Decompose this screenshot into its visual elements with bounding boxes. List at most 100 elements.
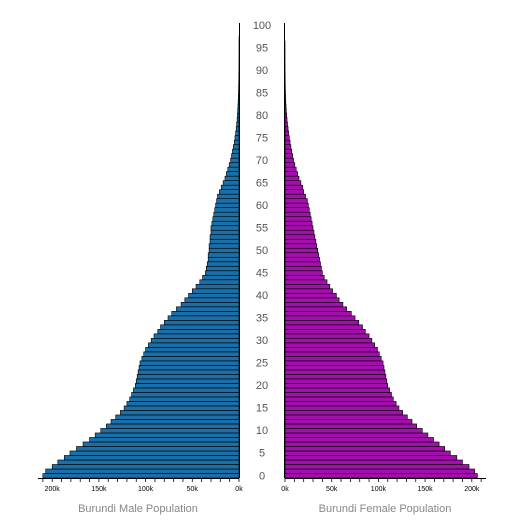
age-label: 60 xyxy=(256,200,268,212)
female-bar xyxy=(284,234,316,240)
male-bar xyxy=(215,202,240,208)
male-bar xyxy=(137,369,240,375)
female-bar xyxy=(284,455,458,461)
age-label: 55 xyxy=(256,222,268,234)
male-x-tick-label: 100k xyxy=(138,486,154,493)
age-label: 10 xyxy=(256,425,268,437)
male-bar xyxy=(136,374,240,380)
female-x-tick-label: 50k xyxy=(326,486,338,493)
female-bar xyxy=(284,243,318,249)
female-bar xyxy=(284,459,463,465)
female-bar xyxy=(284,446,446,452)
male-bar xyxy=(143,351,240,357)
age-label: 80 xyxy=(256,110,268,122)
female-bar xyxy=(284,121,288,127)
male-bar xyxy=(129,396,240,402)
female-bar xyxy=(284,292,337,299)
male-bar xyxy=(211,220,240,227)
female-bar xyxy=(284,171,298,177)
female-bar xyxy=(284,202,309,208)
female-bar xyxy=(284,238,317,245)
female-x-tick-label: 100k xyxy=(371,486,387,493)
male-bar xyxy=(120,410,240,416)
male-bar xyxy=(45,468,240,474)
female-bar xyxy=(284,252,319,258)
male-x-tick-label: 50k xyxy=(187,486,199,493)
female-x-tick-label: 200k xyxy=(464,486,480,493)
female-bar xyxy=(284,193,306,199)
female-bar xyxy=(284,401,397,407)
age-label: 15 xyxy=(256,403,268,415)
female-bar xyxy=(284,365,385,371)
female-bar xyxy=(284,356,382,362)
female-bar xyxy=(284,99,287,105)
female-x-tick-label: 0k xyxy=(281,486,289,493)
male-bar xyxy=(89,437,240,443)
male-bar xyxy=(237,99,240,105)
age-label: 50 xyxy=(256,245,268,257)
male-bar xyxy=(192,288,240,294)
male-bar xyxy=(131,392,240,398)
female-bar xyxy=(284,324,363,330)
female-bar xyxy=(284,347,378,353)
male-bar xyxy=(228,162,240,168)
female-axis-ticks: 0k 50k 100k 150k 200k xyxy=(281,478,482,493)
age-label: 45 xyxy=(256,268,268,280)
female-bar xyxy=(284,139,291,145)
male-bar xyxy=(226,171,240,177)
female-bar xyxy=(284,117,288,123)
female-bar xyxy=(284,144,292,150)
female-bars xyxy=(284,23,478,479)
female-bar xyxy=(284,103,287,109)
male-bar xyxy=(76,446,240,452)
male-bar xyxy=(230,157,240,163)
female-bar xyxy=(284,468,475,474)
female-bar xyxy=(284,220,313,227)
male-bar xyxy=(205,270,240,276)
female-bar xyxy=(284,360,384,366)
female-bar xyxy=(284,162,296,168)
male-bar xyxy=(234,135,240,141)
male-bar xyxy=(210,225,240,231)
male-bar xyxy=(148,342,240,348)
age-label: 30 xyxy=(256,335,268,347)
male-bar xyxy=(206,265,240,272)
female-bar xyxy=(284,396,394,402)
female-bar xyxy=(284,419,413,425)
female-bar xyxy=(284,148,293,154)
male-bar xyxy=(135,383,240,389)
age-label: 5 xyxy=(259,448,265,460)
age-label: 25 xyxy=(256,358,268,370)
male-bar xyxy=(238,90,240,96)
female-bar xyxy=(284,184,304,190)
male-axis-title: Burundi Male Population xyxy=(78,503,198,515)
female-bar xyxy=(284,329,366,335)
male-bar xyxy=(207,256,240,263)
male-bar xyxy=(139,360,240,366)
female-bar xyxy=(284,189,304,195)
female-bar xyxy=(284,383,389,389)
female-bar xyxy=(284,410,403,416)
male-bar xyxy=(141,356,240,362)
age-label: 40 xyxy=(256,290,268,302)
female-bar xyxy=(284,437,434,443)
female-bar xyxy=(284,302,344,308)
male-bar xyxy=(219,189,240,195)
age-label: 85 xyxy=(256,87,268,99)
female-bar xyxy=(284,270,323,276)
male-bar xyxy=(42,473,240,479)
female-bar xyxy=(284,112,287,118)
female-bar xyxy=(284,274,325,281)
age-label: 100 xyxy=(253,20,271,32)
male-bar xyxy=(64,455,240,461)
female-bar xyxy=(284,247,318,254)
female-bar xyxy=(284,135,290,141)
age-label: 35 xyxy=(256,313,268,325)
male-bar xyxy=(237,108,240,114)
male-bar xyxy=(94,432,240,438)
male-bar xyxy=(157,329,240,335)
male-bar xyxy=(227,166,240,172)
female-bar xyxy=(284,351,380,357)
male-bar xyxy=(126,401,240,407)
female-bar xyxy=(284,441,440,447)
